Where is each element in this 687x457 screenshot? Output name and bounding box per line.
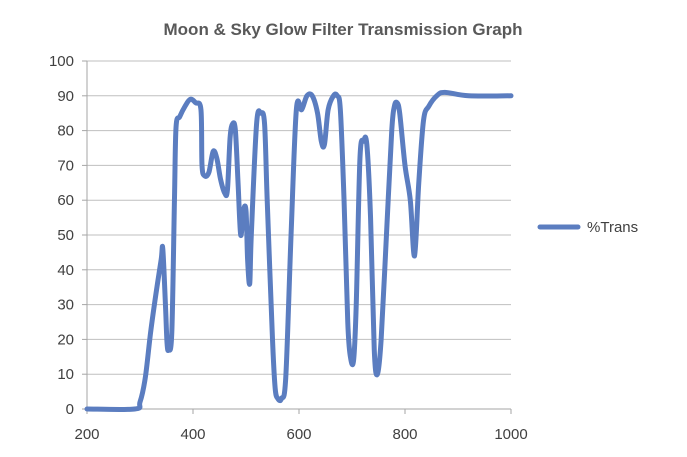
series-layer bbox=[84, 89, 514, 413]
y-tick-label-30: 30 bbox=[57, 297, 74, 314]
x-tick-label-1000: 1000 bbox=[494, 426, 527, 443]
x-tick-label-200: 200 bbox=[74, 426, 99, 443]
chart-title: Moon & Sky Glow Filter Transmission Grap… bbox=[164, 20, 523, 39]
y-tick-label-100: 100 bbox=[49, 53, 74, 70]
x-tick-label-800: 800 bbox=[392, 426, 417, 443]
y-tick-label-10: 10 bbox=[57, 366, 74, 383]
gridlines bbox=[87, 60, 511, 410]
legend: %Trans bbox=[537, 219, 638, 236]
y-tick-label-50: 50 bbox=[57, 227, 74, 244]
x-tick-label-600: 600 bbox=[286, 426, 311, 443]
y-tick-label-40: 40 bbox=[57, 262, 74, 279]
x-tick-label-400: 400 bbox=[180, 426, 205, 443]
y-tick-label-60: 60 bbox=[57, 192, 74, 209]
y-tick-label-90: 90 bbox=[57, 88, 74, 105]
legend-label: %Trans bbox=[587, 219, 638, 236]
tick-labels: 0 10 20 30 40 50 60 70 80 90 100 200 400 600 800 1000 bbox=[49, 53, 528, 443]
y-tick-label-70: 70 bbox=[57, 157, 74, 174]
y-tick-label-20: 20 bbox=[57, 331, 74, 348]
y-tick-label-0: 0 bbox=[66, 401, 74, 418]
y-tick-label-80: 80 bbox=[57, 123, 74, 140]
series-line-0 bbox=[84, 89, 514, 413]
axes bbox=[82, 60, 512, 414]
